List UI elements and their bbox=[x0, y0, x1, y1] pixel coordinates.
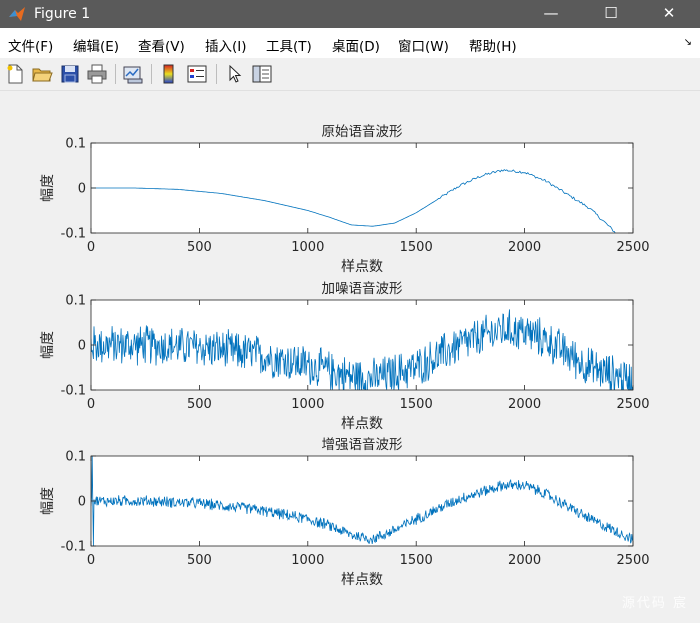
figure-canvas: 0 500 1000 1500 2000 2500 -0.1 0 0.1 原始语音波形 样点数 幅度 0… bbox=[0, 91, 700, 619]
print-icon[interactable] bbox=[86, 63, 108, 85]
axes-background bbox=[91, 456, 633, 546]
open-file-icon[interactable] bbox=[31, 63, 53, 85]
x-tick-label: 2000 bbox=[508, 397, 541, 412]
x-tick-label: 1000 bbox=[291, 397, 324, 412]
x-tick-label: 2000 bbox=[508, 553, 541, 568]
x-tick-label: 2500 bbox=[616, 240, 649, 255]
x-axis-label: 样点数 bbox=[341, 416, 383, 432]
y-axis-label: 幅度 bbox=[40, 331, 56, 359]
chart-title: 原始语音波形 bbox=[322, 123, 403, 140]
series-line bbox=[91, 456, 633, 546]
toolbar-separator bbox=[115, 64, 116, 84]
series-line bbox=[91, 309, 633, 390]
menu-file[interactable]: 文件(F) bbox=[8, 39, 54, 55]
x-tick-label: 500 bbox=[187, 240, 212, 255]
series-line bbox=[91, 169, 616, 233]
window-title: Figure 1 bbox=[34, 6, 91, 22]
y-tick-label: 0 bbox=[78, 495, 86, 510]
colorbar-icon[interactable] bbox=[158, 63, 180, 85]
x-tick-label: 500 bbox=[187, 397, 212, 412]
window-titlebar: Figure 1 — ☐ ✕ bbox=[0, 0, 700, 28]
x-tick-label: 2000 bbox=[508, 240, 541, 255]
x-axis-label: 样点数 bbox=[341, 572, 383, 588]
y-tick-label: 0 bbox=[78, 339, 86, 354]
y-tick-label: -0.1 bbox=[61, 384, 86, 399]
figure-toolbar bbox=[0, 58, 700, 91]
y-axis-label: 幅度 bbox=[40, 174, 56, 202]
menu-window[interactable]: 窗口(W) bbox=[398, 39, 449, 55]
menu-help[interactable]: 帮助(H) bbox=[469, 39, 517, 55]
toolbar-separator bbox=[151, 64, 152, 84]
property-editor-icon[interactable] bbox=[251, 63, 273, 85]
x-tick-label: 1500 bbox=[400, 397, 433, 412]
chart-title: 增强语音波形 bbox=[322, 436, 403, 453]
minimize-button[interactable]: — bbox=[543, 4, 559, 22]
chart-title: 加噪语音波形 bbox=[322, 280, 403, 297]
y-axis-label: 幅度 bbox=[40, 487, 56, 515]
pointer-icon[interactable] bbox=[224, 63, 246, 85]
menu-view[interactable]: 查看(V) bbox=[138, 39, 185, 55]
y-tick-label: 0.1 bbox=[65, 294, 86, 309]
link-plot-icon[interactable] bbox=[122, 63, 144, 85]
x-tick-label: 0 bbox=[87, 553, 95, 568]
x-tick-label: 1500 bbox=[400, 553, 433, 568]
axes-background bbox=[91, 143, 633, 233]
figure-svg: 0 500 1000 1500 2000 2500-0.100.1原始语音波形样点数幅度0… bbox=[40, 123, 650, 588]
x-tick-label: 1000 bbox=[291, 553, 324, 568]
x-tick-label: 0 bbox=[87, 240, 95, 255]
y-tick-label: -0.1 bbox=[61, 227, 86, 242]
x-tick-label: 2500 bbox=[616, 553, 649, 568]
y-tick-label: -0.1 bbox=[61, 540, 86, 555]
menu-tools[interactable]: 工具(T) bbox=[266, 39, 312, 55]
x-tick-label: 500 bbox=[187, 553, 212, 568]
menu-edit[interactable]: 编辑(E) bbox=[73, 39, 120, 55]
x-axis-label: 样点数 bbox=[341, 259, 383, 275]
x-tick-label: 0 bbox=[87, 397, 95, 412]
new-figure-icon[interactable] bbox=[4, 63, 26, 85]
legend-icon[interactable] bbox=[186, 63, 208, 85]
x-tick-label: 2500 bbox=[616, 397, 649, 412]
matlab-logo-icon bbox=[9, 7, 25, 21]
y-tick-label: 0 bbox=[78, 182, 86, 197]
menu-desktop[interactable]: 桌面(D) bbox=[332, 39, 380, 55]
close-button[interactable]: ✕ bbox=[662, 4, 676, 22]
toolbar-separator bbox=[216, 64, 217, 84]
y-tick-label: 0.1 bbox=[65, 450, 86, 465]
menu-bar: 文件(F) 编辑(E) 查看(V) 插入(I) 工具(T) 桌面(D) 窗口(W… bbox=[0, 28, 700, 58]
y-tick-label: 0.1 bbox=[65, 137, 86, 152]
menu-overflow-icon[interactable]: ↘ bbox=[683, 37, 692, 48]
save-icon[interactable] bbox=[59, 63, 81, 85]
menu-insert[interactable]: 插入(I) bbox=[205, 39, 247, 55]
watermark-text: 源代码 宸 bbox=[621, 596, 688, 611]
x-tick-label: 1500 bbox=[400, 240, 433, 255]
maximize-button[interactable]: ☐ bbox=[604, 4, 618, 22]
x-tick-label: 1000 bbox=[291, 240, 324, 255]
